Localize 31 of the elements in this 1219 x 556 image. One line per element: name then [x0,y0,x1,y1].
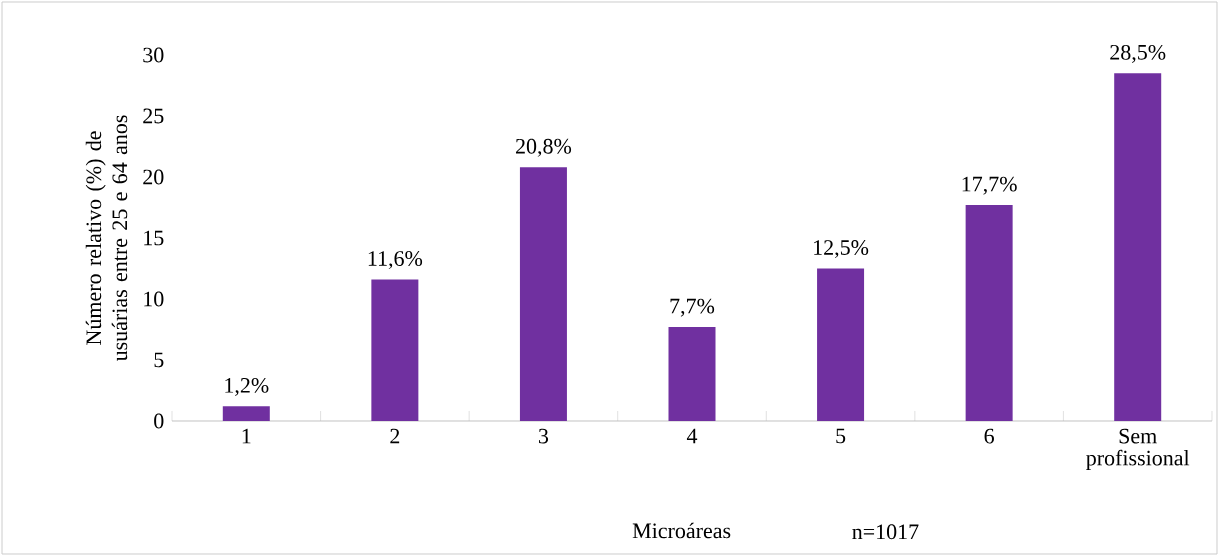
x-tick-label: 1 [242,428,251,444]
bar [222,406,270,421]
y-tick-label: 5 [154,352,164,368]
text: n=1017 [852,524,919,540]
data-label: 17,7% [962,176,1017,195]
data-label: 11,6% [368,251,423,270]
x-tick-label: Sem profissional [1086,428,1190,470]
bar [668,327,716,421]
y-tick-label: 25 [143,108,164,124]
bar [371,279,419,421]
data-label: 7,7% [670,298,715,317]
data-label: 12,5% [814,240,869,259]
x-tick-label: 2 [390,428,400,444]
y-tick-label: 10 [144,291,164,307]
bar [1114,73,1162,421]
x-tick-label: 4 [686,428,698,444]
x-axis-title: Microáreas [632,522,731,539]
data-label: 28,5% [1110,44,1166,63]
bar [817,268,865,421]
bar [519,167,567,421]
y-tick-label: 15 [144,230,164,246]
y-tick-label: 0 [154,413,164,429]
y-tick-label: 20 [143,169,164,185]
bar [965,205,1013,421]
data-label: 20,8% [515,138,572,157]
data-label: 1,2% [225,377,269,396]
y-axis-title: Número relativo (%) de usuárias entre 25 e 64 anos [85,115,128,362]
y-tick-label: 30 [143,47,164,63]
x-tick-label: 3 [539,428,549,444]
x-tick-label: 5 [836,428,846,444]
x-tick-label: 6 [984,428,994,444]
